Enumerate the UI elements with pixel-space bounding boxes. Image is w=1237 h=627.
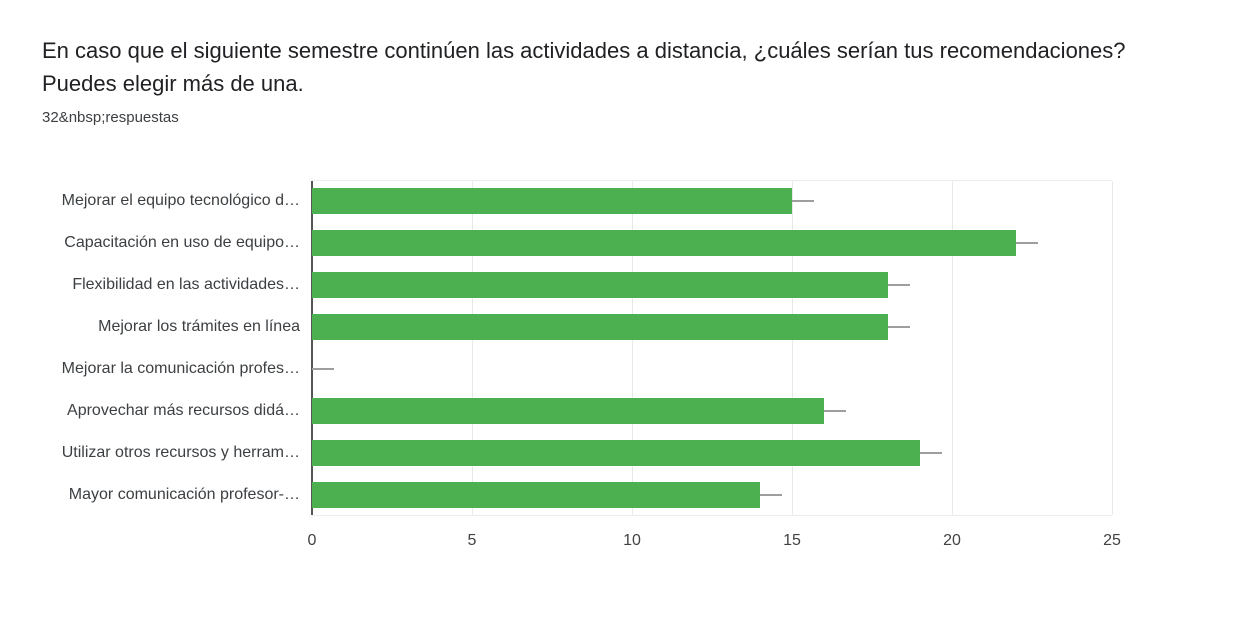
- whisker: [760, 494, 782, 496]
- whisker: [312, 368, 334, 370]
- category-label: Aprovechar más recursos didá…: [67, 402, 300, 419]
- x-axis: 0 5 10 15 20 25: [308, 516, 1121, 560]
- whisker: [824, 410, 846, 412]
- question-title: En caso que el siguiente semestre contin…: [42, 38, 1126, 96]
- category-label: Flexibilidad en las actividades…: [72, 276, 300, 293]
- category-label: Capacitación en uso de equipo…: [64, 234, 300, 251]
- plot-area: Mejorar el equipo tecnológico d… Capacita…: [8, 180, 1113, 516]
- chart-row: Aprovechar más recursos didá…: [8, 390, 1112, 432]
- bar: [312, 440, 920, 466]
- bar-track: [312, 474, 1112, 516]
- bar-chart: Mejorar el equipo tecnológico d… Capacita…: [0, 180, 1237, 560]
- x-tick-label: 25: [1103, 532, 1121, 549]
- gridline: [1112, 181, 1113, 515]
- form-results-card: En caso que el siguiente semestre contin…: [0, 0, 1237, 560]
- bar: [312, 398, 824, 424]
- bar-track: [312, 432, 1112, 474]
- bar-track: [312, 180, 1112, 222]
- whisker: [1016, 242, 1038, 244]
- gridlines: [311, 180, 1113, 516]
- chart-row: Mayor comunicación profesor-…: [8, 474, 1112, 516]
- bar: [312, 482, 760, 508]
- bar-track: [312, 264, 1112, 306]
- category-label: Utilizar otros recursos y herram…: [61, 444, 300, 461]
- category-label: Mejorar los trámites en línea: [98, 318, 300, 335]
- bar-track: [312, 306, 1112, 348]
- gridline: [472, 181, 473, 515]
- chart-row: Mejorar los trámites en línea: [8, 306, 1112, 348]
- gridline: [792, 181, 793, 515]
- x-tick-label: 0: [307, 532, 317, 549]
- x-tick-label: 20: [943, 532, 961, 549]
- chart-row: Capacitación en uso de equipo…: [8, 222, 1112, 264]
- chart-rows: Mejorar el equipo tecnológico d… Capacita…: [8, 180, 1112, 516]
- whisker: [920, 452, 942, 454]
- whisker: [888, 284, 910, 286]
- whisker: [888, 326, 910, 328]
- x-tick-label: 10: [623, 532, 641, 549]
- whisker: [792, 200, 814, 202]
- bar-track: [312, 390, 1112, 432]
- gridline: [952, 181, 953, 515]
- x-tick-label: 15: [783, 532, 801, 549]
- chart-row: Flexibilidad en las actividades…: [8, 264, 1112, 306]
- chart-row: Mejorar la comunicación profes…: [8, 348, 1112, 390]
- bar-track: [312, 348, 1112, 390]
- chart-row: Utilizar otros recursos y herram…: [8, 432, 1112, 474]
- category-label: Mejorar la comunicación profes…: [61, 360, 300, 377]
- category-label: Mejorar el equipo tecnológico d…: [61, 192, 300, 209]
- bar: [312, 230, 1016, 256]
- bar-track: [312, 222, 1112, 264]
- responses-count: 32&nbsp;respuestas: [42, 109, 179, 126]
- bar: [312, 188, 792, 214]
- bar: [312, 272, 888, 298]
- y-axis-line: [311, 181, 313, 515]
- question-header: En caso que el siguiente semestre contin…: [0, 0, 1237, 126]
- bar: [312, 314, 888, 340]
- gridline: [632, 181, 633, 515]
- x-tick-label: 5: [467, 532, 477, 549]
- category-label: Mayor comunicación profesor-…: [68, 486, 300, 503]
- chart-row: Mejorar el equipo tecnológico d…: [8, 180, 1112, 222]
